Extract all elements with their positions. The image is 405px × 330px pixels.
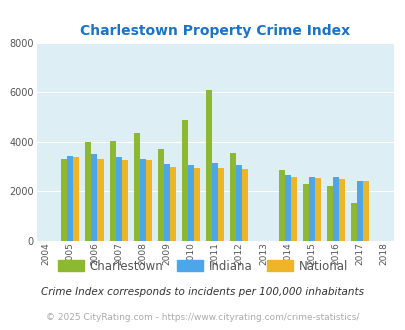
Bar <box>206 90 212 241</box>
Bar <box>67 155 73 241</box>
Bar <box>217 168 224 241</box>
Bar <box>302 184 308 241</box>
Bar <box>194 168 200 241</box>
Bar <box>91 154 97 241</box>
Bar <box>164 164 170 241</box>
Bar <box>290 177 296 241</box>
Title: Charlestown Property Crime Index: Charlestown Property Crime Index <box>80 23 350 38</box>
Bar <box>97 159 103 241</box>
Bar <box>284 175 290 241</box>
Bar <box>85 142 91 241</box>
Bar <box>338 179 344 241</box>
Bar <box>236 165 242 241</box>
Bar <box>332 177 338 241</box>
Bar <box>242 169 248 241</box>
Bar <box>350 203 356 241</box>
Bar <box>170 167 175 241</box>
Bar <box>145 160 151 241</box>
Bar <box>139 159 145 241</box>
Bar <box>73 157 79 241</box>
Text: © 2025 CityRating.com - https://www.cityrating.com/crime-statistics/: © 2025 CityRating.com - https://www.city… <box>46 313 359 322</box>
Bar <box>356 182 362 241</box>
Bar <box>61 159 67 241</box>
Bar <box>212 163 217 241</box>
Bar <box>109 141 115 241</box>
Bar <box>314 178 320 241</box>
Text: Crime Index corresponds to incidents per 100,000 inhabitants: Crime Index corresponds to incidents per… <box>41 287 364 297</box>
Bar <box>362 182 368 241</box>
Bar <box>188 165 194 241</box>
Bar <box>278 170 284 241</box>
Bar <box>230 153 236 241</box>
Legend: Charlestown, Indiana, National: Charlestown, Indiana, National <box>53 255 352 278</box>
Bar <box>181 120 188 241</box>
Bar <box>122 160 127 241</box>
Bar <box>115 157 122 241</box>
Bar <box>326 186 332 241</box>
Bar <box>158 149 164 241</box>
Bar <box>133 133 139 241</box>
Bar <box>308 177 314 241</box>
